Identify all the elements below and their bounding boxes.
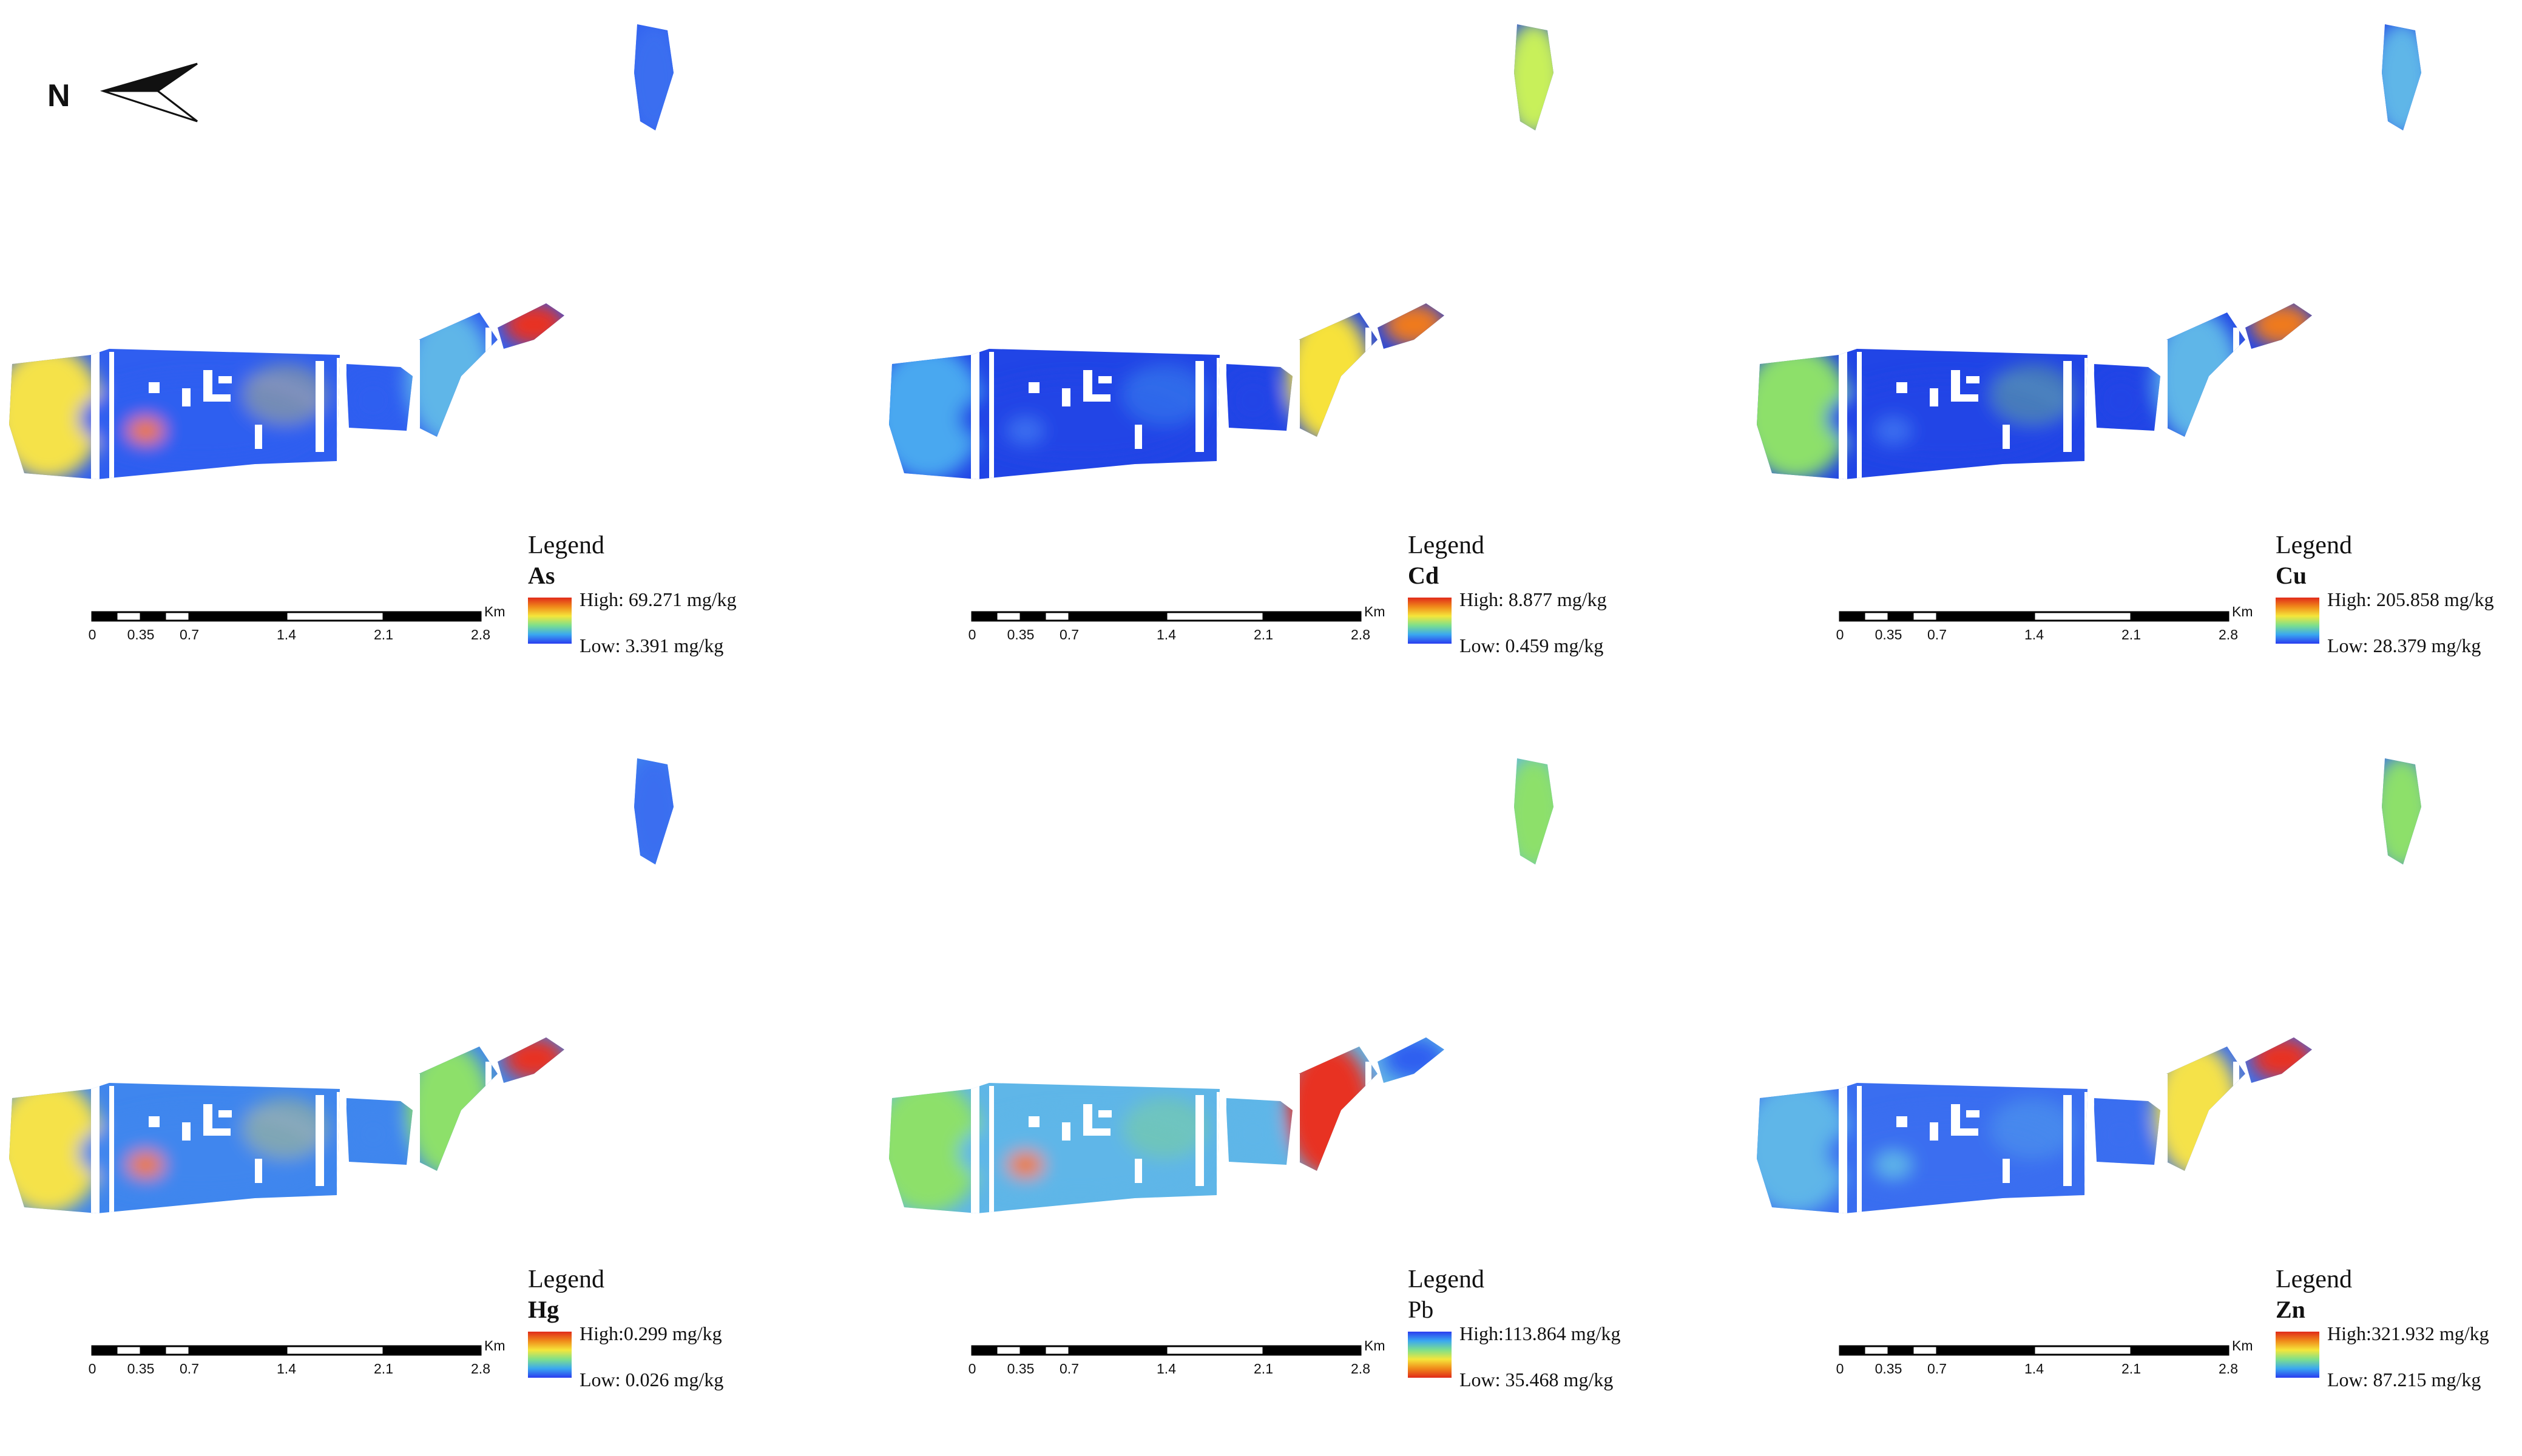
legend-color-ramp [1408, 598, 1452, 644]
interpolation-map [1757, 758, 2421, 1213]
scale-tick-label: 2.1 [374, 627, 393, 642]
north-letter: N [47, 78, 70, 113]
legend-high-value: High:321.932 mg/kg [2327, 1323, 2489, 1344]
scale-tick-label: 0.7 [180, 627, 199, 642]
scale-tick-label: 2.1 [1254, 1361, 1273, 1377]
scale-tick-label: 0.35 [1875, 627, 1902, 642]
legend-title: Legend [2276, 1266, 2352, 1293]
map-panel-cd: 0 0.35 0.7 1.4 2.1 2.8 Km Legend Cd High: 8.877 m… [880, 0, 1717, 698]
map-panel-pb: 0 0.35 0.7 1.4 2.1 2.8 Km Legend Pb High:113.864 … [880, 734, 1717, 1432]
scale-tick-label: 0 [968, 1361, 976, 1377]
scale-tick-label: 0.7 [1060, 1361, 1079, 1377]
scale-tick-label: 0.7 [1927, 627, 1947, 642]
legend-high-value: High: 205.858 mg/kg [2327, 588, 2494, 610]
legend-high-value: High:113.864 mg/kg [1459, 1323, 1621, 1344]
north-arrow-icon [100, 62, 198, 123]
legend-variable: As [528, 562, 555, 589]
legend-color-ramp [2276, 1332, 2319, 1378]
interpolation-map [889, 758, 1553, 1213]
legend-low-value: Low: 87.215 mg/kg [2327, 1369, 2481, 1390]
legend-variable: Pb [1408, 1296, 1434, 1323]
legend-low-value: Low: 0.459 mg/kg [1459, 635, 1604, 656]
scale-tick-label: 0.35 [127, 627, 155, 642]
legend-high-value: High: 69.271 mg/kg [580, 588, 737, 610]
legend-high-value: High:0.299 mg/kg [580, 1323, 722, 1344]
legend-title: Legend [528, 531, 604, 559]
scale-unit: Km [484, 604, 505, 619]
scale-tick-label: 0 [88, 1361, 96, 1377]
legend-color-ramp [1408, 1332, 1452, 1378]
scale-bar: 0 0.35 0.7 1.4 2.1 2.8 Km [968, 604, 1396, 652]
scale-tick-label: 2.1 [1254, 627, 1273, 642]
scale-tick-label: 0 [968, 627, 976, 642]
legend-title: Legend [528, 1266, 604, 1293]
scale-tick-label: 0.35 [127, 1361, 155, 1377]
legend-title: Legend [1408, 1266, 1484, 1293]
scale-tick-label: 0.7 [180, 1361, 199, 1377]
scale-tick-label: 1.4 [277, 1361, 296, 1377]
map-panel-as: 0 0.35 0.7 1.4 2.1 2.8 Km Legend As High: 69.271 … [0, 0, 837, 698]
legend-low-value: Low: 35.468 mg/kg [1459, 1369, 1614, 1390]
legend-variable: Zn [2276, 1296, 2305, 1323]
scale-bar: 0 0.35 0.7 1.4 2.1 2.8 Km [88, 604, 516, 652]
scale-tick-label: 1.4 [2024, 627, 2044, 642]
scale-tick-label: 0 [1836, 1361, 1844, 1377]
scale-unit: Km [2232, 1338, 2253, 1353]
scale-bar: 0 0.35 0.7 1.4 2.1 2.8 Km [1836, 604, 2263, 652]
scale-tick-label: 0 [1836, 627, 1844, 642]
scale-bar: 0 0.35 0.7 1.4 2.1 2.8 Km [968, 1338, 1396, 1386]
scale-tick-label: 2.1 [2121, 627, 2141, 642]
scale-bar: 0 0.35 0.7 1.4 2.1 2.8 Km [88, 1338, 516, 1386]
scale-unit: Km [2232, 604, 2253, 619]
legend-low-value: Low: 3.391 mg/kg [580, 635, 724, 656]
legend-title: Legend [1408, 531, 1484, 559]
interpolation-map [889, 24, 1553, 479]
scale-tick-label: 2.8 [2219, 1361, 2238, 1377]
legend-variable: Cd [1408, 562, 1439, 589]
map-panel-cu: 0 0.35 0.7 1.4 2.1 2.8 Km Legend Cu High: 205.858… [1748, 0, 2522, 698]
legend-low-value: Low: 28.379 mg/kg [2327, 635, 2481, 656]
interpolation-map [9, 758, 674, 1213]
interpolation-map [1757, 24, 2421, 479]
legend-color-ramp [528, 1332, 572, 1378]
scale-tick-label: 1.4 [1157, 1361, 1176, 1377]
legend-variable: Hg [528, 1296, 560, 1323]
scale-tick-label: 2.1 [374, 1361, 393, 1377]
scale-tick-label: 2.8 [1351, 627, 1370, 642]
scale-unit: Km [484, 1338, 505, 1353]
legend-color-ramp [528, 598, 572, 644]
legend-color-ramp [2276, 598, 2319, 644]
scale-tick-label: 1.4 [2024, 1361, 2044, 1377]
scale-unit: Km [1364, 1338, 1385, 1353]
scale-tick-label: 0.35 [1875, 1361, 1902, 1377]
interpolation-map [9, 24, 674, 479]
scale-bar: 0 0.35 0.7 1.4 2.1 2.8 Km [1836, 1338, 2263, 1386]
scale-tick-label: 0.7 [1927, 1361, 1947, 1377]
scale-tick-label: 2.8 [1351, 1361, 1370, 1377]
legend-low-value: Low: 0.026 mg/kg [580, 1369, 724, 1390]
scale-tick-label: 0.7 [1060, 627, 1079, 642]
scale-tick-label: 2.8 [2219, 627, 2238, 642]
scale-tick-label: 2.8 [471, 627, 490, 642]
scale-tick-label: 1.4 [1157, 627, 1176, 642]
scale-tick-label: 0.35 [1007, 1361, 1035, 1377]
scale-unit: Km [1364, 604, 1385, 619]
scale-tick-label: 0 [88, 627, 96, 642]
map-panel-hg: 0 0.35 0.7 1.4 2.1 2.8 Km Legend Hg High:0.299 mg… [0, 734, 837, 1432]
scale-tick-label: 1.4 [277, 627, 296, 642]
scale-tick-label: 2.1 [2121, 1361, 2141, 1377]
legend-title: Legend [2276, 531, 2352, 559]
scale-tick-label: 2.8 [471, 1361, 490, 1377]
scale-tick-label: 0.35 [1007, 627, 1035, 642]
legend-high-value: High: 8.877 mg/kg [1459, 588, 1607, 610]
legend-variable: Cu [2276, 562, 2307, 589]
map-panel-zn: 0 0.35 0.7 1.4 2.1 2.8 Km Legend Zn High:321.932 … [1748, 734, 2522, 1432]
